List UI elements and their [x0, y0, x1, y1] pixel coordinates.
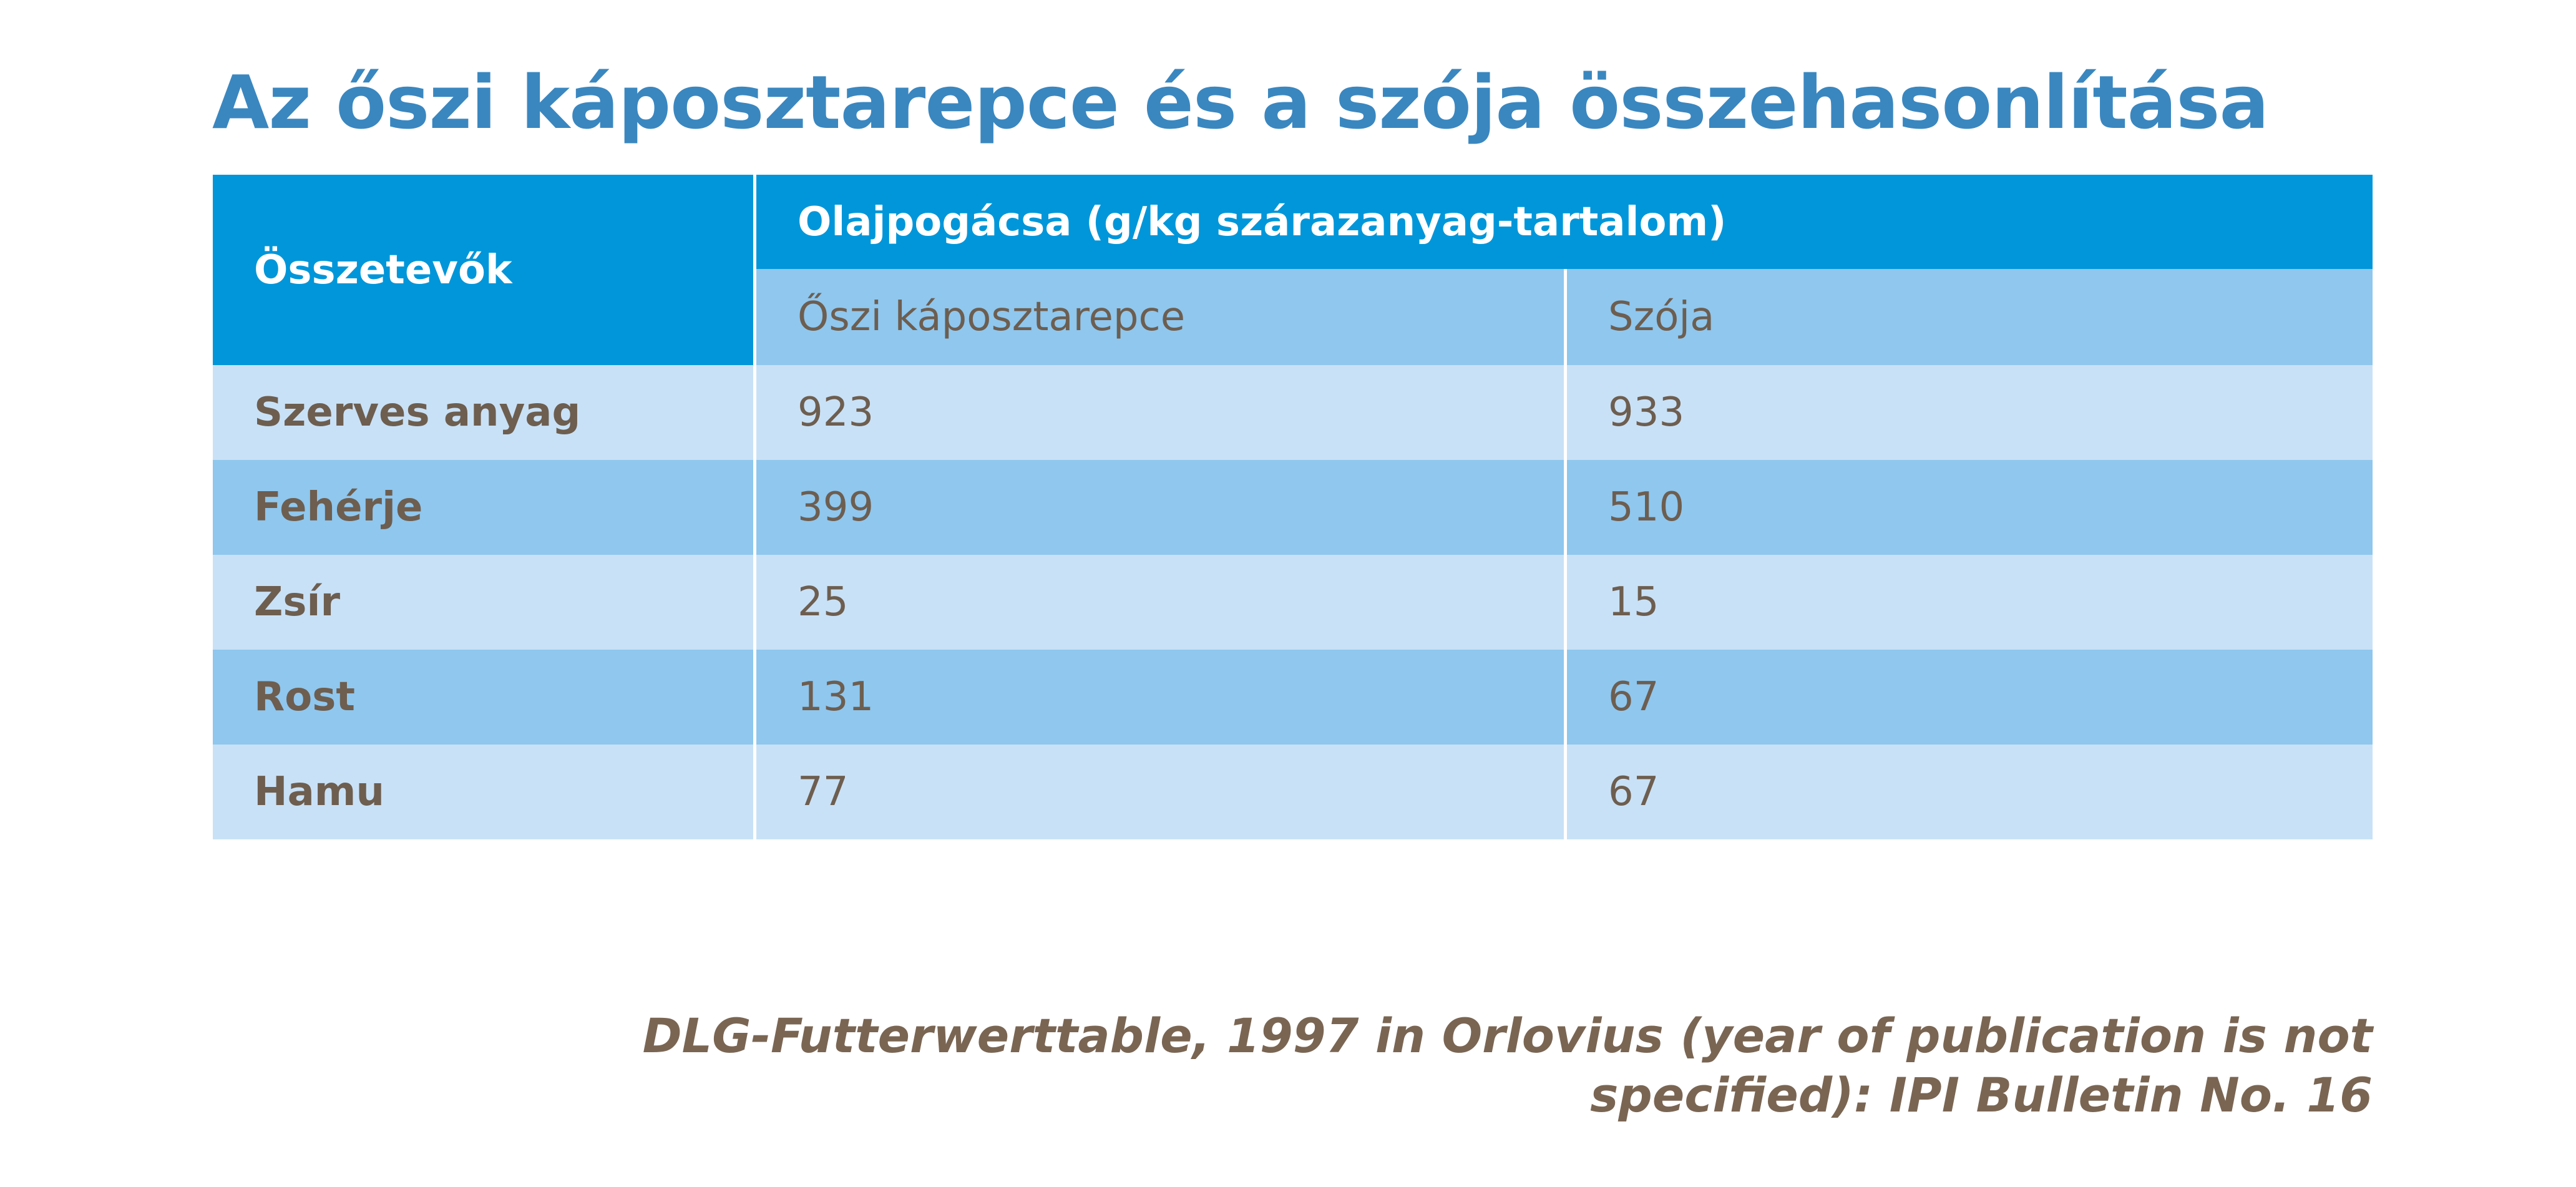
- source-line: specified): IPI Bulletin No. 16: [1590, 1067, 2373, 1123]
- row-label: Fehérje: [213, 460, 753, 555]
- value-cell: 399: [756, 460, 1564, 555]
- source-line: DLG-Futterwerttable, 1997 in Orlovius (y…: [642, 1008, 2373, 1063]
- value-cell: 25: [756, 555, 1564, 650]
- header-sub: Őszi káposztarepce: [756, 269, 1564, 365]
- value-cell: 67: [1567, 745, 2373, 839]
- header-group: Olajpogácsa (g/kg szárazanyag-tartalom): [756, 175, 2373, 269]
- value-cell: 933: [1567, 365, 2373, 460]
- row-label: Hamu: [213, 745, 753, 839]
- row-label: Szerves anyag: [213, 365, 753, 460]
- header-sub: Szója: [1567, 269, 2373, 365]
- value-cell: 510: [1567, 460, 2373, 555]
- value-cell: 77: [756, 745, 1564, 839]
- header-first: Összetevők: [213, 175, 753, 365]
- row-label: Zsír: [213, 555, 753, 650]
- value-cell: 923: [756, 365, 1564, 460]
- title: Az őszi káposztarepce és a szója összeha…: [212, 59, 2269, 145]
- value-cell: 131: [756, 650, 1564, 745]
- value-cell: 67: [1567, 650, 2373, 745]
- value-cell: 15: [1567, 555, 2373, 650]
- row-label: Rost: [213, 650, 753, 745]
